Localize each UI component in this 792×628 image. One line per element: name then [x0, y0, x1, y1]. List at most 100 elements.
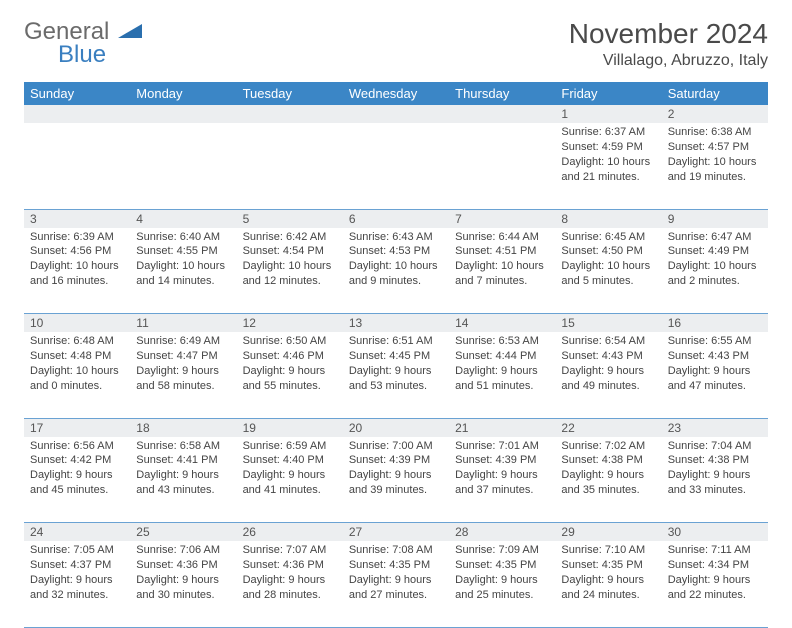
day-number: 21: [455, 421, 468, 435]
day-number-cell: 24: [24, 523, 130, 542]
sunset-text: Sunset: 4:45 PM: [349, 349, 443, 364]
sunrise-text: Sunrise: 6:56 AM: [30, 439, 124, 454]
day-content-cell: Sunrise: 7:00 AMSunset: 4:39 PMDaylight:…: [343, 437, 449, 523]
day-content-row: Sunrise: 7:05 AMSunset: 4:37 PMDaylight:…: [24, 541, 768, 627]
sunrise-text: Sunrise: 6:53 AM: [455, 334, 549, 349]
day-number-cell: 25: [130, 523, 236, 542]
weekday-header-row: Sunday Monday Tuesday Wednesday Thursday…: [24, 82, 768, 105]
day-number-row: 24252627282930: [24, 523, 768, 542]
daylight-text: Daylight: 10 hours: [561, 155, 655, 170]
day-number: 19: [243, 421, 256, 435]
day-number: 15: [561, 316, 574, 330]
daylight-text: Daylight: 9 hours: [243, 573, 337, 588]
daylight-text: Daylight: 10 hours: [561, 259, 655, 274]
day-number-cell: 17: [24, 418, 130, 437]
day-number-cell: [237, 105, 343, 123]
day-content-cell: Sunrise: 6:51 AMSunset: 4:45 PMDaylight:…: [343, 332, 449, 418]
day-number-cell: 11: [130, 314, 236, 333]
sunrise-text: Sunrise: 7:00 AM: [349, 439, 443, 454]
day-content-cell: Sunrise: 7:04 AMSunset: 4:38 PMDaylight:…: [662, 437, 768, 523]
daylight-text: Daylight: 9 hours: [455, 364, 549, 379]
weekday-header: Monday: [130, 82, 236, 105]
day-number: 5: [243, 212, 250, 226]
day-content-cell: Sunrise: 6:39 AMSunset: 4:56 PMDaylight:…: [24, 228, 130, 314]
day-content-cell: Sunrise: 6:50 AMSunset: 4:46 PMDaylight:…: [237, 332, 343, 418]
daylight-text: Daylight: 9 hours: [30, 573, 124, 588]
sunrise-text: Sunrise: 7:01 AM: [455, 439, 549, 454]
day-content-cell: Sunrise: 6:53 AMSunset: 4:44 PMDaylight:…: [449, 332, 555, 418]
day-content-row: Sunrise: 6:37 AMSunset: 4:59 PMDaylight:…: [24, 123, 768, 209]
day-number-cell: 29: [555, 523, 661, 542]
day-content-cell: Sunrise: 7:10 AMSunset: 4:35 PMDaylight:…: [555, 541, 661, 627]
day-number: 22: [561, 421, 574, 435]
daylight-text: Daylight: 9 hours: [561, 573, 655, 588]
day-content-cell: Sunrise: 7:08 AMSunset: 4:35 PMDaylight:…: [343, 541, 449, 627]
daylight-text: and 33 minutes.: [668, 483, 762, 498]
daylight-text: and 43 minutes.: [136, 483, 230, 498]
daylight-text: and 24 minutes.: [561, 588, 655, 603]
daylight-text: Daylight: 10 hours: [30, 364, 124, 379]
day-number-cell: 3: [24, 209, 130, 228]
day-content-row: Sunrise: 6:48 AMSunset: 4:48 PMDaylight:…: [24, 332, 768, 418]
day-number: 1: [561, 107, 568, 121]
day-number-cell: [24, 105, 130, 123]
day-number: 12: [243, 316, 256, 330]
day-number-cell: 9: [662, 209, 768, 228]
day-number: 3: [30, 212, 37, 226]
day-content-cell: Sunrise: 7:06 AMSunset: 4:36 PMDaylight:…: [130, 541, 236, 627]
day-content-cell: Sunrise: 7:01 AMSunset: 4:39 PMDaylight:…: [449, 437, 555, 523]
day-number-cell: 20: [343, 418, 449, 437]
daylight-text: and 27 minutes.: [349, 588, 443, 603]
day-number-cell: 19: [237, 418, 343, 437]
sunset-text: Sunset: 4:48 PM: [30, 349, 124, 364]
daylight-text: and 7 minutes.: [455, 274, 549, 289]
day-content-cell: [449, 123, 555, 209]
day-number-cell: 1: [555, 105, 661, 123]
sunset-text: Sunset: 4:38 PM: [561, 453, 655, 468]
daylight-text: Daylight: 9 hours: [561, 468, 655, 483]
sunset-text: Sunset: 4:54 PM: [243, 244, 337, 259]
daylight-text: Daylight: 9 hours: [349, 573, 443, 588]
daylight-text: Daylight: 9 hours: [668, 468, 762, 483]
sunset-text: Sunset: 4:42 PM: [30, 453, 124, 468]
sunrise-text: Sunrise: 6:44 AM: [455, 230, 549, 245]
day-content-cell: Sunrise: 6:56 AMSunset: 4:42 PMDaylight:…: [24, 437, 130, 523]
sunset-text: Sunset: 4:51 PM: [455, 244, 549, 259]
daylight-text: and 58 minutes.: [136, 379, 230, 394]
sunset-text: Sunset: 4:46 PM: [243, 349, 337, 364]
page-title: November 2024: [569, 18, 768, 50]
day-number-cell: 22: [555, 418, 661, 437]
day-number-cell: 7: [449, 209, 555, 228]
daylight-text: Daylight: 9 hours: [243, 364, 337, 379]
daylight-text: and 0 minutes.: [30, 379, 124, 394]
sunrise-text: Sunrise: 6:51 AM: [349, 334, 443, 349]
sunset-text: Sunset: 4:36 PM: [243, 558, 337, 573]
daylight-text: and 37 minutes.: [455, 483, 549, 498]
daylight-text: Daylight: 10 hours: [30, 259, 124, 274]
daylight-text: and 25 minutes.: [455, 588, 549, 603]
daylight-text: and 12 minutes.: [243, 274, 337, 289]
sunrise-text: Sunrise: 6:38 AM: [668, 125, 762, 140]
sunset-text: Sunset: 4:49 PM: [668, 244, 762, 259]
sunset-text: Sunset: 4:50 PM: [561, 244, 655, 259]
day-content-cell: Sunrise: 6:43 AMSunset: 4:53 PMDaylight:…: [343, 228, 449, 314]
day-number: 10: [30, 316, 43, 330]
day-number: 25: [136, 525, 149, 539]
daylight-text: Daylight: 9 hours: [136, 573, 230, 588]
day-content-row: Sunrise: 6:39 AMSunset: 4:56 PMDaylight:…: [24, 228, 768, 314]
day-number: 28: [455, 525, 468, 539]
sunset-text: Sunset: 4:43 PM: [561, 349, 655, 364]
sunrise-text: Sunrise: 7:09 AM: [455, 543, 549, 558]
day-content-cell: Sunrise: 6:48 AMSunset: 4:48 PMDaylight:…: [24, 332, 130, 418]
daylight-text: and 16 minutes.: [30, 274, 124, 289]
day-number-cell: 15: [555, 314, 661, 333]
sunset-text: Sunset: 4:38 PM: [668, 453, 762, 468]
daylight-text: Daylight: 9 hours: [455, 573, 549, 588]
daylight-text: and 5 minutes.: [561, 274, 655, 289]
sunrise-text: Sunrise: 7:04 AM: [668, 439, 762, 454]
day-number: 23: [668, 421, 681, 435]
day-content-cell: Sunrise: 6:59 AMSunset: 4:40 PMDaylight:…: [237, 437, 343, 523]
day-content-cell: Sunrise: 6:40 AMSunset: 4:55 PMDaylight:…: [130, 228, 236, 314]
daylight-text: Daylight: 9 hours: [349, 364, 443, 379]
sunrise-text: Sunrise: 7:02 AM: [561, 439, 655, 454]
